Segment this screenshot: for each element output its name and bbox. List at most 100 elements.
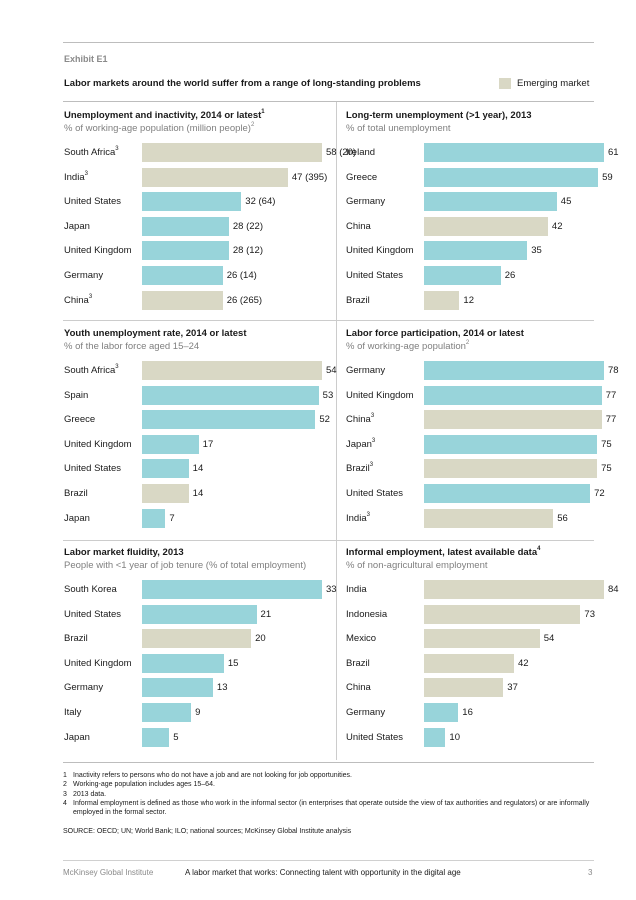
chart-row: Germany 78: [346, 361, 619, 381]
category-label-text: China: [346, 220, 371, 232]
category-label-text: Germany: [346, 707, 386, 718]
bar-value-label: 75: [601, 463, 612, 475]
page-number: 3: [588, 868, 593, 877]
bar-united-states: [424, 266, 501, 285]
category-label: United States: [346, 732, 403, 743]
chart-row: China 42: [346, 216, 604, 237]
category-label-text: South Africa: [64, 147, 116, 158]
category-label-text: Germany: [346, 365, 386, 376]
bar-china: [142, 290, 223, 310]
footnotes: 1 Inactivity refers to persons who do not…: [63, 771, 594, 817]
title-rule: [63, 101, 594, 102]
bar-value-label: 21: [260, 608, 272, 620]
chart-row: Italy 9: [64, 703, 322, 723]
bar-value-label: 17: [202, 438, 214, 450]
chart-subtitle-text: % of total unemployment: [346, 123, 451, 134]
category-label: Germany: [64, 682, 103, 693]
category-label-text: China: [346, 414, 371, 426]
bar-germany: [142, 266, 223, 285]
category-label-text: Indonesia: [346, 608, 388, 620]
category-label-text: China: [346, 682, 371, 694]
category-label: India: [346, 584, 367, 595]
chart-subtitle: % of working-age population2: [346, 340, 604, 352]
bar-value-label: 73: [584, 608, 595, 620]
chart-row: Germany 26 (14): [64, 266, 322, 286]
category-label-text: United States: [64, 608, 122, 620]
chart-row: South Korea 33: [64, 580, 337, 600]
chart-row: Greece 52: [64, 410, 330, 430]
bar-china: [424, 678, 504, 698]
bar-value-label: 32 (64): [245, 196, 276, 208]
footnote-text: Informal employment is defined as those …: [73, 799, 590, 817]
bar-value-label: 13: [216, 682, 228, 694]
category-label: United States: [346, 488, 403, 499]
category-footnote-ref: 3: [371, 437, 376, 444]
category-label-text: Japan: [64, 512, 90, 524]
category-footnote-ref: 3: [370, 413, 375, 420]
chart-row: China 37: [346, 678, 604, 698]
category-label-text: Italy: [64, 707, 82, 718]
bar-value-label: 14: [192, 463, 204, 475]
bar-germany: [424, 703, 459, 722]
legend: Emerging market: [499, 78, 589, 89]
chart-title-text: Unemployment and inactivity, 2014 or lat…: [64, 110, 262, 121]
chart-row: United States 72: [346, 484, 605, 504]
category-label-text: South Korea: [64, 584, 117, 595]
category-label: South Korea: [64, 584, 117, 595]
panel-divider-horizontal-2: [63, 540, 594, 541]
category-label-text: India: [346, 584, 367, 595]
category-label-text: Greece: [64, 414, 96, 426]
category-label-text: United Kingdom: [346, 389, 414, 401]
bar-value-label: 72: [594, 488, 605, 499]
bar-value-label: 52: [319, 414, 330, 426]
chart-panel: Long-term unemployment (>1 year), 2013 % …: [346, 110, 619, 310]
category-label: South Africa3: [64, 364, 119, 376]
bar-value-label: 12: [463, 294, 474, 306]
bar-japan: [424, 434, 598, 454]
footnote-text: Working-age population includes ages 15–…: [73, 781, 215, 789]
chart-row: Brazil 12: [346, 290, 604, 311]
footnote: 1 Inactivity refers to persons who do not…: [63, 771, 594, 780]
category-label-text: India: [64, 171, 85, 183]
footnote-number: 4: [63, 799, 67, 807]
bar-value-label: 77: [605, 389, 617, 401]
chart-row: India3 56: [346, 508, 604, 529]
category-label: Greece: [346, 172, 377, 183]
bar-mexico: [424, 629, 540, 649]
category-label: Germany: [64, 270, 103, 281]
category-footnote-ref: 3: [115, 146, 119, 152]
bar-brazil: [424, 459, 598, 479]
chart-row: United States 32 (64): [64, 192, 322, 212]
chart-subtitle-text: % of the labor force aged 15–24: [64, 341, 200, 352]
bar-india: [424, 508, 554, 528]
bar-value-label: 5: [173, 731, 179, 743]
category-label-text: United Kingdom: [64, 438, 132, 450]
bar-india: [142, 167, 288, 187]
chart-row: Germany 16: [346, 703, 604, 723]
chart-subtitle-text: People with <1 year of job tenure (% of …: [64, 560, 307, 571]
chart-title: Informal employment, latest available da…: [346, 546, 604, 558]
category-label-text: Germany: [64, 682, 104, 694]
category-label-text: United States: [346, 731, 404, 743]
chart-subtitle-footnote-ref: 2: [250, 122, 255, 128]
panel-divider-vertical: [336, 102, 337, 760]
category-label-text: Spain: [64, 389, 89, 401]
category-label: Germany: [346, 707, 385, 718]
chart-row: Indonesia 73: [346, 604, 604, 625]
chart-row: Ireland 61: [346, 143, 619, 163]
category-label: Greece: [64, 414, 95, 425]
bar-value-label: 47 (395): [291, 171, 328, 183]
chart-row: Brazil 14: [64, 484, 322, 504]
category-label: Japan: [64, 221, 90, 232]
category-label: China: [346, 221, 371, 232]
panel-divider-horizontal-1: [63, 320, 594, 321]
category-label: United Kingdom: [346, 245, 414, 256]
bar-value-label: 9: [195, 707, 201, 718]
chart-title-text: Labor market fluidity, 2013: [64, 547, 184, 558]
bar-united-states: [142, 459, 189, 479]
chart-row: Greece 59: [346, 167, 613, 188]
category-label: United States: [64, 463, 121, 474]
bar-value-label: 15: [227, 657, 239, 669]
category-label: Indonesia: [346, 609, 387, 620]
bar-india: [424, 580, 604, 599]
